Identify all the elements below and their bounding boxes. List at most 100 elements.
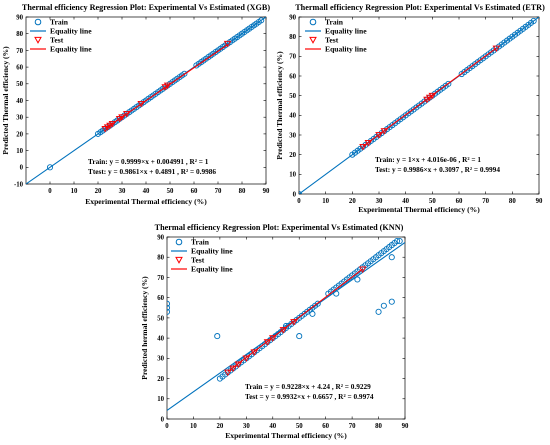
y-tick-label: 80 <box>157 255 164 262</box>
y-tick-label: 50 <box>157 315 164 322</box>
y-tick-label: 80 <box>16 31 23 38</box>
chart-title: Thermal efficiency Regression Plot: Expe… <box>155 223 404 232</box>
x-axis-label: Experimental Thermal efficiency (%) <box>358 205 480 214</box>
train-point <box>388 254 395 261</box>
y-tick-label: 30 <box>16 115 23 122</box>
y-tick-label: 60 <box>289 73 296 80</box>
x-tick-label: 70 <box>349 423 356 430</box>
x-tick-label: 90 <box>263 188 270 195</box>
x-tick-label: 50 <box>429 198 436 205</box>
train-point <box>445 80 452 87</box>
y-tick-label: 40 <box>16 98 23 105</box>
legend-label: Equality line <box>191 265 233 274</box>
test-point <box>163 82 172 90</box>
train-point <box>394 237 401 245</box>
chart-title: Thermall efficiency Regression Plot: Exp… <box>295 3 545 12</box>
train-point <box>530 17 537 24</box>
y-tick-label: 20 <box>157 376 164 383</box>
test-point <box>375 132 383 139</box>
x-tick-label: 20 <box>216 423 223 430</box>
y-tick-label: 70 <box>289 54 296 61</box>
y-axis-label: Predicted Thermal efficiency (%) <box>1 46 10 155</box>
y-tick-label: 60 <box>157 295 164 302</box>
train-point <box>214 333 221 340</box>
x-tick-label: 10 <box>71 188 78 195</box>
chart-etr: Thermall efficiency Regression Plot: Exp… <box>275 3 545 214</box>
x-tick-label: 80 <box>239 188 246 195</box>
y-axis-label: Predicted hermal efficiency (%) <box>140 276 149 380</box>
y-tick-label: 90 <box>157 234 164 241</box>
train-point <box>314 300 321 307</box>
test-point <box>224 369 232 377</box>
legend-train-marker <box>309 18 317 26</box>
chart-knn: Thermal efficiency Regression Plot: Expe… <box>140 223 409 440</box>
plot-area <box>299 17 539 194</box>
y-tick-label: 80 <box>289 34 296 41</box>
regression-equation: Train: y = 0.9999×x + 0.004991 , R² = 1 <box>88 157 209 166</box>
plot-frame <box>166 236 406 420</box>
x-tick-label: 90 <box>402 423 409 430</box>
legend-label: Train <box>325 18 344 27</box>
test-point <box>268 335 277 342</box>
y-tick-label: 10 <box>157 396 164 403</box>
legend-label: Equality line <box>50 27 92 36</box>
test-point <box>359 143 367 151</box>
test-point <box>137 100 145 108</box>
y-tick-label: 0 <box>20 165 24 172</box>
plot-area <box>167 237 405 411</box>
train-point <box>296 333 303 340</box>
legend-label: Test <box>50 36 64 45</box>
chart-title: Thermal efficiency Regression Plot: Expe… <box>22 3 271 12</box>
train-point <box>181 70 188 77</box>
test-equality-line <box>227 268 364 372</box>
y-tick-label: 20 <box>289 152 296 159</box>
legend-train-marker <box>34 18 42 26</box>
test-point <box>263 339 272 346</box>
legend-label: Train <box>191 238 210 247</box>
regression-equation: Test = y = 0.9932×x + 0.6657 , R² = 0.99… <box>245 392 374 401</box>
legend-label: Equality line <box>191 247 233 256</box>
y-tick-label: 10 <box>16 148 23 155</box>
train-point <box>388 298 395 305</box>
test-point <box>118 114 126 121</box>
y-tick-label: 30 <box>157 356 164 363</box>
plot-area <box>26 17 266 184</box>
legend-label: Test <box>191 256 205 265</box>
test-point <box>358 266 367 273</box>
x-tick-label: 0 <box>165 423 169 430</box>
legend-test-marker <box>309 36 317 44</box>
legend-label: Equality line <box>50 45 92 54</box>
x-tick-label: 80 <box>509 198 516 205</box>
x-tick-label: 50 <box>296 423 303 430</box>
x-tick-label: 70 <box>215 188 222 195</box>
x-tick-label: 20 <box>95 188 102 195</box>
y-tick-label: 70 <box>16 48 23 55</box>
train-point <box>167 300 171 307</box>
test-point <box>108 121 117 128</box>
test-point <box>229 365 237 373</box>
regression-equation: Train = y = 0.9228×x + 4.24 , R² = 0.922… <box>245 382 371 391</box>
y-tick-label: 90 <box>289 14 296 21</box>
y-tick-label: 60 <box>16 65 23 72</box>
regression-equation: Test: y = 0.9986×x + 0.3097 , R² = 0.999… <box>375 165 500 174</box>
x-tick-label: 60 <box>191 188 198 195</box>
y-tick-label: 40 <box>157 336 164 343</box>
train-point <box>167 308 171 315</box>
train-point <box>333 290 340 297</box>
train-point <box>396 237 403 245</box>
x-tick-label: 90 <box>536 198 543 205</box>
x-tick-label: 80 <box>375 423 382 430</box>
test-point <box>234 361 243 368</box>
test-point <box>364 140 373 147</box>
train-point <box>309 310 316 317</box>
train-point <box>46 164 54 171</box>
regression-equation: Train: y = 1×x + 4.016e-06 , R² = 1 <box>375 155 481 164</box>
y-tick-label: 0 <box>293 191 297 198</box>
test-point <box>425 94 434 102</box>
y-tick-label: 50 <box>289 93 296 100</box>
regression-equation: Ttest: y = 0.9861×x + 0.4891 , R² = 0.99… <box>88 167 216 176</box>
test-point <box>223 40 232 48</box>
